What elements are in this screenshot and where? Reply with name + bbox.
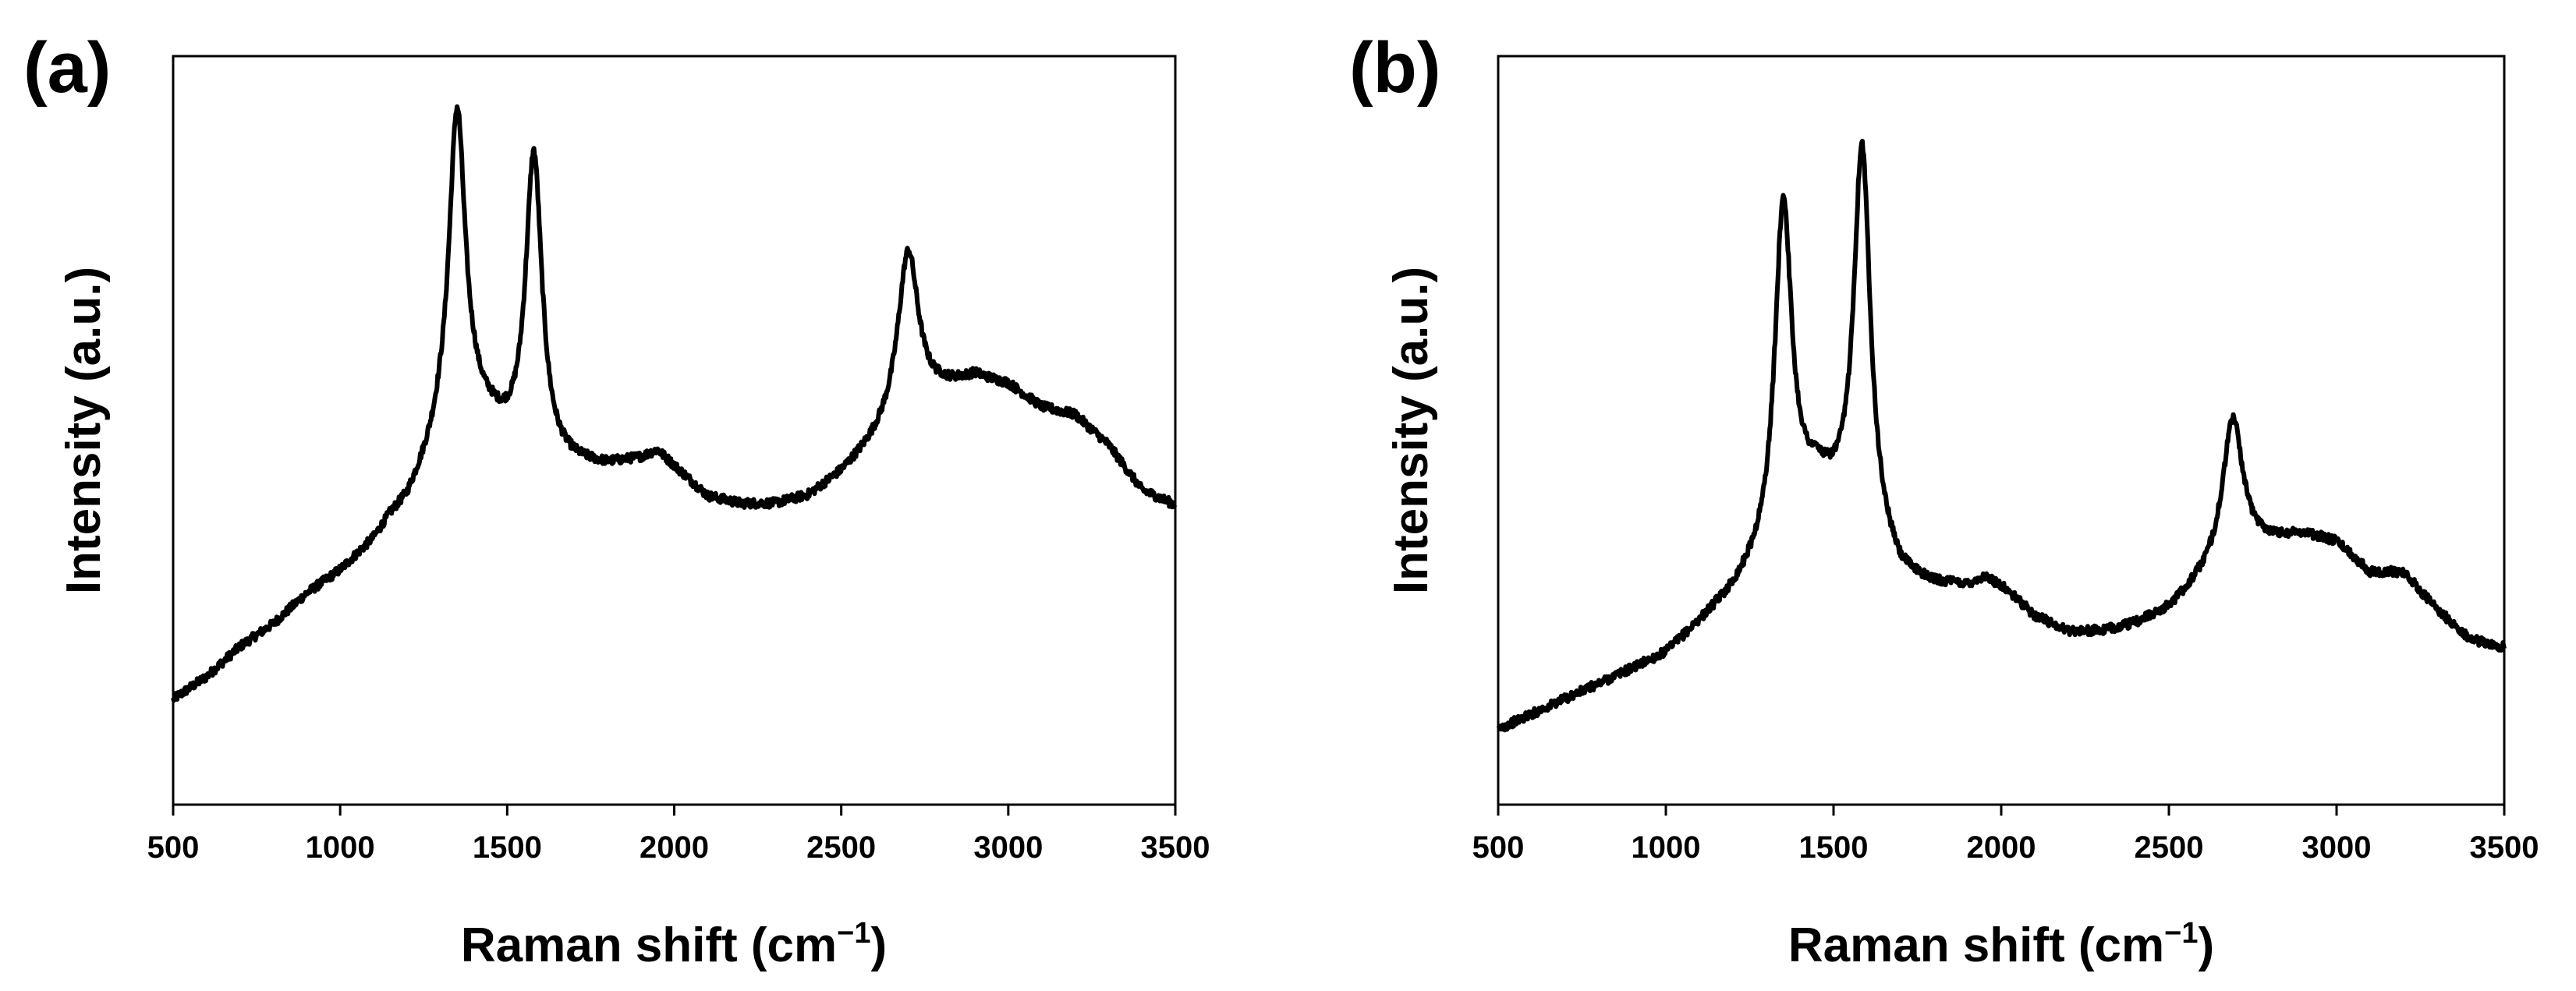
panel-a-x-tick-label-3500: 3500: [1141, 830, 1210, 865]
panel-b-x-tick-label-3500: 3500: [2470, 830, 2539, 865]
panel-b-series-line: [1496, 139, 2507, 733]
panel-b-x-tick-label-3000: 3000: [2302, 830, 2372, 865]
panel-a-x-tick-label-500: 500: [147, 830, 200, 865]
panel-a-series-line: [171, 104, 1178, 703]
panel-a-x-tick-label-3000: 3000: [973, 830, 1043, 865]
panel-b-y-axis-title: Intensity (a.u.): [1384, 267, 1438, 594]
panel-a-x-ticks: [172, 805, 1177, 816]
panel-a-x-tick-label-1500: 1500: [473, 830, 542, 865]
panel-a-plot-frame: [172, 55, 1177, 806]
panel-b-x-tick-labels: 500 1000 1500 2000 2500 3000 3500: [1472, 830, 2539, 865]
panel-a-x-tick-label-2000: 2000: [640, 830, 709, 865]
panel-b-x-tick-label-2500: 2500: [2135, 830, 2204, 865]
panel-b-x-axis-title: Raman shift (cm−1): [1788, 917, 2214, 972]
panel-a-x-tick-labels: 500 1000 1500 2000 2500 3000 3500: [147, 830, 1210, 865]
panel-b: (b) 500 1000 1500 2000 2500 3000 3500 Raman sh…: [1349, 28, 2539, 972]
panel-a-x-tick-label-1000: 1000: [306, 830, 375, 865]
panel-b-x-tick-label-1500: 1500: [1799, 830, 1869, 865]
panel-a-x-axis-title: Raman shift (cm−1): [461, 917, 887, 972]
panel-a: (a) 500 1000 1500 2000 2500 3000 3500 Raman sh…: [23, 28, 1210, 972]
panel-b-x-tick-label-500: 500: [1472, 830, 1525, 865]
panel-b-plot-frame: [1497, 55, 2506, 806]
panel-a-y-axis-title: Intensity (a.u.): [57, 267, 111, 594]
panel-b-x-tick-label-1000: 1000: [1632, 830, 1701, 865]
panel-a-label: (a): [23, 28, 111, 108]
panel-b-x-ticks: [1497, 805, 2506, 816]
panel-a-x-tick-label-2500: 2500: [806, 830, 876, 865]
panel-b-label: (b): [1349, 28, 1440, 108]
panel-b-x-tick-label-2000: 2000: [1967, 830, 2036, 865]
